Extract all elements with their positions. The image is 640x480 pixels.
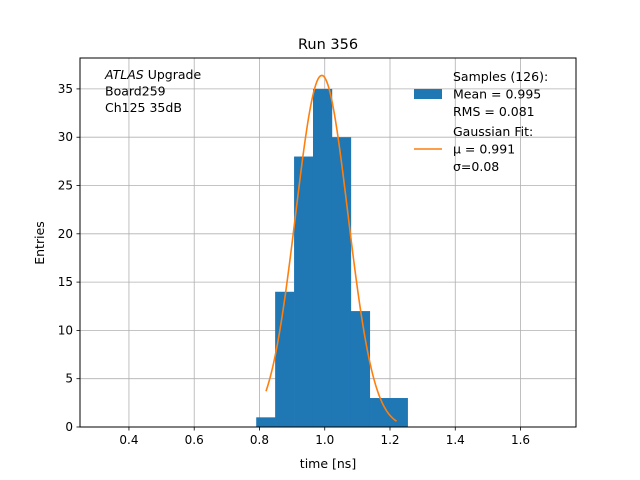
annotation-line: Ch125 35dB (105, 100, 182, 115)
histogram-bar (331, 137, 352, 428)
legend-text: μ = 0.991 (453, 142, 515, 157)
y-tick-label: 10 (58, 323, 73, 337)
histogram-bar (294, 156, 314, 427)
legend-text: Gaussian Fit: (453, 124, 533, 139)
y-tick-label: 20 (58, 227, 73, 241)
y-tick-label: 35 (58, 82, 73, 96)
legend-text: Mean = 0.995 (453, 87, 541, 102)
histogram-bar (350, 311, 371, 427)
y-tick-label: 30 (58, 130, 73, 144)
histogram-bar (388, 398, 408, 427)
y-axis-label: Entries (32, 221, 47, 265)
x-tick-label: 0.6 (185, 433, 204, 447)
axis-ticks: 0.4 0.6 0.8 1.0 1.2 1.4 1.6 0 5 10 15 20 25 30 35 (58, 82, 530, 447)
histogram-bar (369, 398, 389, 427)
histogram-bars (256, 88, 408, 428)
annotation-text: ATLAS Upgrade Board259 Ch125 35dB (104, 67, 201, 115)
plot-frame (79, 57, 577, 428)
annotation-text: Board259 (105, 84, 166, 99)
x-tick-label: 1.2 (380, 433, 399, 447)
histogram-bar (256, 417, 276, 427)
annotation-text: Upgrade (144, 67, 202, 82)
legend: Samples (126): Mean = 0.995 RMS = 0.081 G… (414, 69, 548, 174)
x-tick-label: 1.0 (315, 433, 334, 447)
y-tick-label: 25 (58, 179, 73, 193)
legend-patch (414, 89, 442, 99)
x-axis-label: time [ns] (300, 456, 356, 471)
legend-text: Samples (126): (453, 69, 548, 84)
x-tick-label: 1.4 (446, 433, 465, 447)
annotation-line: Board259 (105, 84, 166, 99)
y-tick-label: 15 (58, 275, 73, 289)
chart-title: Run 356 (298, 37, 358, 53)
gaussian-fit (265, 74, 397, 422)
histogram-bar (275, 291, 295, 427)
x-tick-label: 0.4 (119, 433, 138, 447)
annotation-line: ATLAS Upgrade (104, 67, 201, 82)
gaussian-fit-curve (265, 74, 397, 422)
x-tick-label: 0.8 (250, 433, 269, 447)
legend-text: σ=0.08 (453, 159, 499, 174)
annotation-text: Ch125 35dB (105, 100, 182, 115)
x-tick-label: 1.6 (511, 433, 530, 447)
histogram-bar (312, 88, 333, 427)
y-tick-label: 0 (65, 420, 73, 434)
annotation-italic: ATLAS (104, 67, 144, 82)
legend-text: RMS = 0.081 (453, 104, 535, 119)
y-tick-label: 5 (65, 372, 73, 386)
